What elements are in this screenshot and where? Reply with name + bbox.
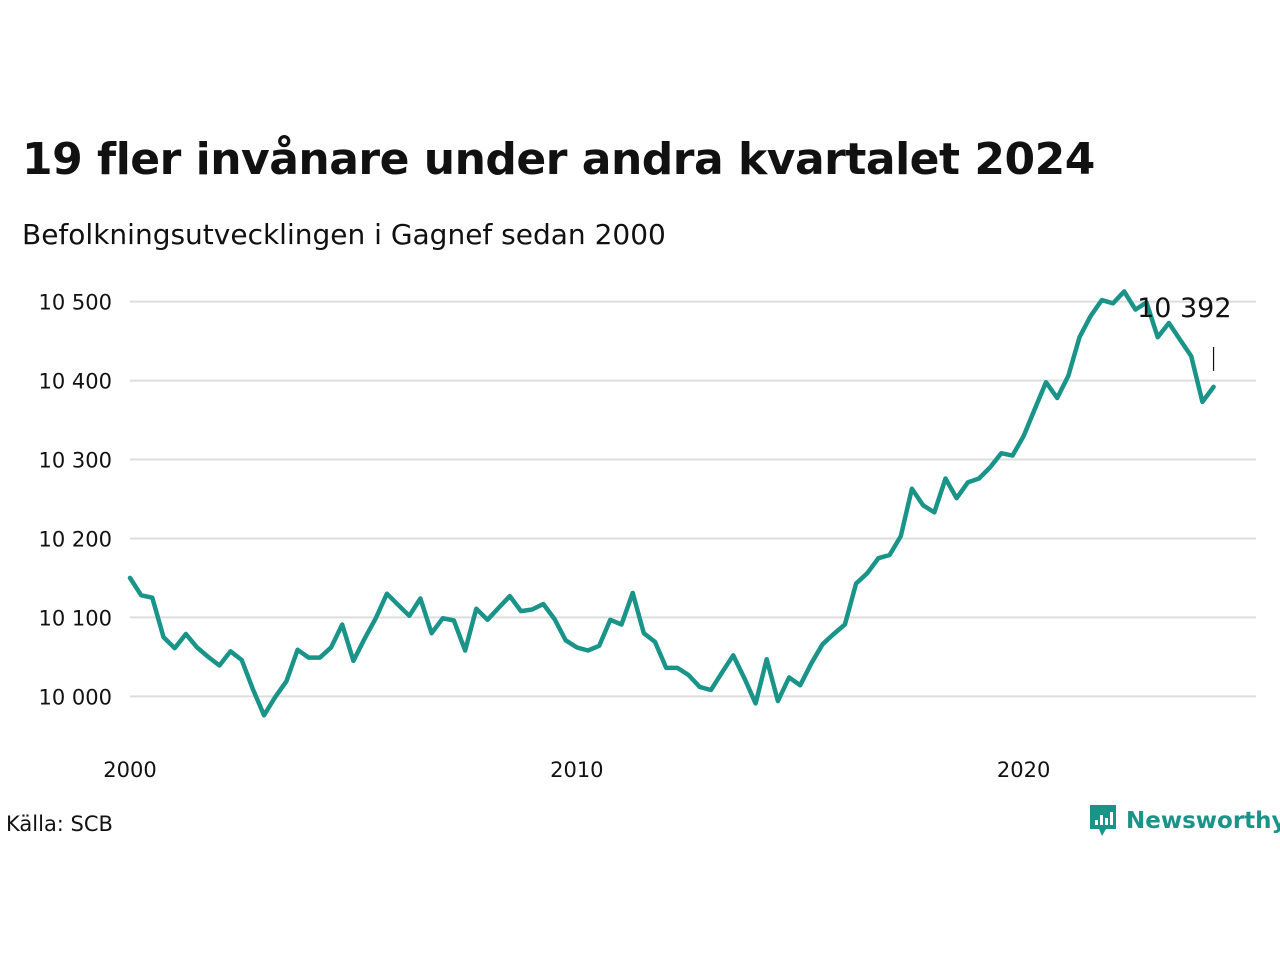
y-tick-label: 10 100 — [39, 606, 112, 630]
last-value-annotation: 10 392 — [1137, 293, 1231, 324]
source-note: Källa: SCB — [6, 812, 113, 836]
x-tick-label: 2010 — [550, 758, 603, 782]
y-tick-label: 10 200 — [39, 527, 112, 551]
grid-lines — [130, 300, 1256, 698]
x-axis-labels: 2000 2010 2020 — [103, 758, 1050, 782]
chart-title: 19 fler invånare under andra kvartalet 2… — [22, 134, 1095, 185]
chart-subtitle: Befolkningsutvecklingen i Gagnef sedan 2… — [22, 218, 666, 251]
brand-name: Newsworthy — [1126, 808, 1280, 834]
y-axis-labels: 10 000 10 100 10 200 10 300 10 400 10 500 — [39, 291, 112, 710]
newsworthy-logo: Newsworthy — [1088, 803, 1280, 839]
y-tick-label: 10 400 — [39, 370, 112, 394]
newsworthy-icon — [1090, 805, 1116, 836]
series-group — [127, 289, 1216, 718]
x-tick-label: 2000 — [103, 758, 156, 782]
series-line — [127, 289, 1216, 718]
annotation-group: 10 392 — [1137, 293, 1232, 371]
y-tick-label: 10 500 — [39, 291, 112, 315]
x-tick-label: 2020 — [997, 758, 1050, 782]
y-tick-label: 10 000 — [39, 685, 112, 709]
y-tick-label: 10 300 — [39, 449, 112, 473]
